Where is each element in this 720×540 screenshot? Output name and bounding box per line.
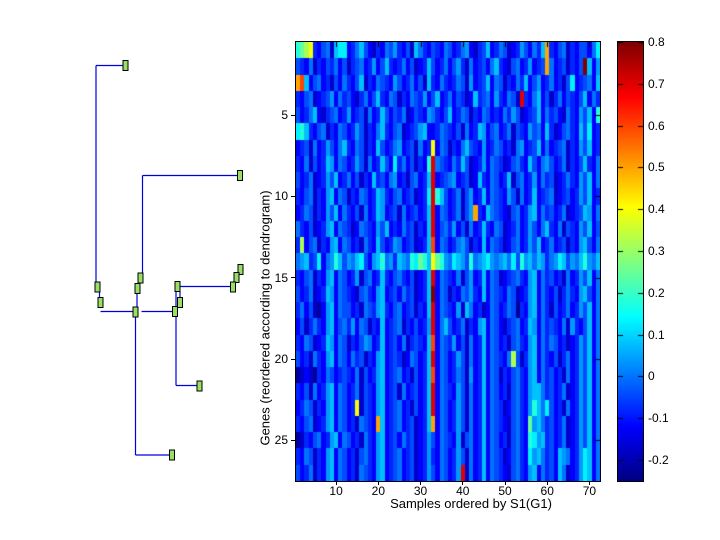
dendrogram-node-marker xyxy=(122,60,129,71)
dendrogram-node-marker xyxy=(134,283,141,294)
x-axis-tick xyxy=(504,481,506,485)
x-axis-tick xyxy=(588,481,590,485)
x-axis-label: Samples ordered by S1(G1) xyxy=(390,496,552,511)
colorbar-tick-label: -0.1 xyxy=(648,411,669,426)
x-axis-tick xyxy=(335,481,337,485)
x-axis-tick xyxy=(420,481,422,485)
dendrogram-node-marker xyxy=(174,281,181,292)
colorbar-tick-label: 0.6 xyxy=(648,118,665,133)
dendrogram-node-marker xyxy=(132,306,139,318)
x-axis-tick xyxy=(377,481,379,485)
dendrogram-node-marker xyxy=(233,272,240,283)
x-axis-tick-label: 10 xyxy=(329,484,343,498)
colorbar-tick-label: 0.5 xyxy=(648,160,665,175)
colorbar-tick-label: 0 xyxy=(648,369,655,384)
y-axis-tick xyxy=(291,358,295,360)
heatmap-canvas xyxy=(296,42,600,481)
colorbar-tick-label: 0.3 xyxy=(648,244,665,259)
x-axis-tick-label: 70 xyxy=(582,484,597,498)
y-axis-tick xyxy=(291,439,295,441)
heatmap-axes-box xyxy=(295,41,601,482)
colorbar-tick-label: 0.4 xyxy=(648,202,665,217)
dendrogram-node-marker xyxy=(94,281,101,293)
dendrogram-node-marker xyxy=(172,306,178,317)
dendrogram-node-marker xyxy=(196,380,203,392)
dendrogram-node-marker xyxy=(137,272,144,284)
colorbar xyxy=(617,41,644,482)
dendrogram-node-marker xyxy=(97,297,104,308)
y-axis-tick-label: 10 xyxy=(274,189,288,204)
y-axis-tick-label: 5 xyxy=(281,108,288,123)
dendrogram-node-marker xyxy=(177,297,183,308)
y-axis-label: Genes (reordered according to dendrogram… xyxy=(257,190,273,446)
dendrogram-node-marker xyxy=(169,449,175,461)
y-axis-tick xyxy=(291,114,295,116)
x-axis-tick-label: 20 xyxy=(371,484,386,498)
x-axis-tick-label: 30 xyxy=(413,484,428,498)
x-axis-tick-label: 50 xyxy=(498,484,512,498)
colorbar-tick-label: 0.7 xyxy=(648,76,665,91)
colorbar-tick-label: 0.8 xyxy=(648,35,665,49)
y-axis-tick-label: 20 xyxy=(274,352,288,367)
x-axis-tick-label: 40 xyxy=(456,484,470,498)
x-axis-tick xyxy=(546,481,548,485)
x-axis-tick-label: 60 xyxy=(540,484,554,498)
y-axis-tick-label: 25 xyxy=(274,433,288,448)
dendrogram-node-marker xyxy=(237,170,243,181)
y-axis-tick xyxy=(291,195,295,197)
dendrogram-node-marker xyxy=(237,264,244,275)
colorbar-tick-label: 0.1 xyxy=(648,327,665,342)
y-axis-tick xyxy=(291,277,295,279)
colorbar-tick-label: 0.2 xyxy=(648,285,665,300)
x-axis-tick xyxy=(462,481,464,485)
colorbar-canvas xyxy=(618,42,643,481)
y-axis-tick-label: 15 xyxy=(274,270,288,285)
colorbar-tick-label: -0.2 xyxy=(648,453,669,468)
dendrogram-node-marker xyxy=(230,281,236,293)
